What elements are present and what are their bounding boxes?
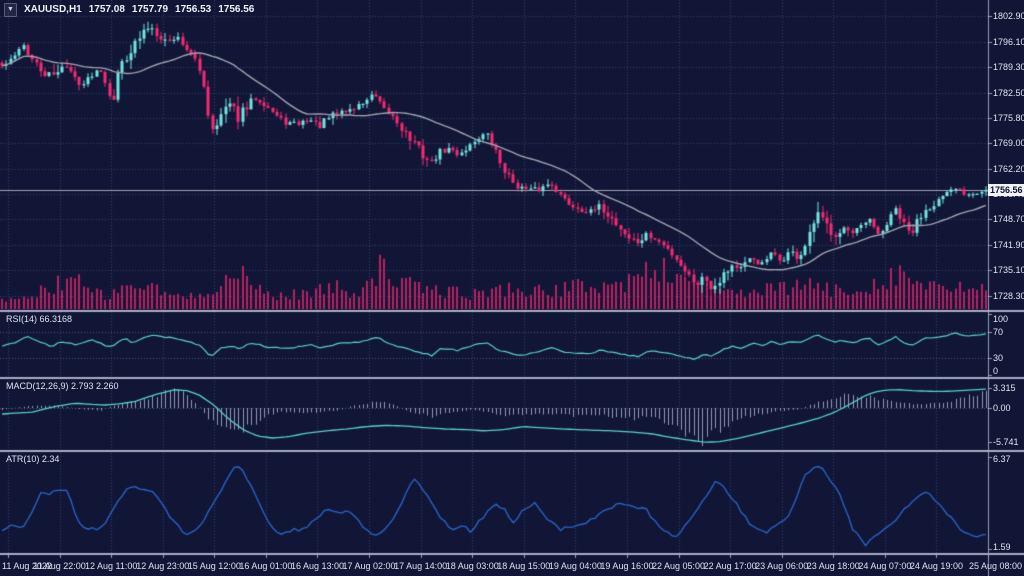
time-axis-label: 19 Aug 16:00 — [600, 561, 654, 571]
price-axis-label: 1728.30 — [993, 290, 1024, 301]
price-axis-label: 1762.20 — [993, 163, 1024, 174]
price-axis-label: 1748.70 — [993, 214, 1024, 225]
time-axis-label: 18 Aug 15:00 — [497, 561, 551, 571]
macd-scale-label: 3.315 — [993, 383, 1016, 394]
time-axis-label: 22 Aug 17:00 — [703, 561, 757, 571]
time-axis-label: 24 Aug 19:00 — [909, 561, 963, 571]
macd-scale-label: 0.00 — [993, 403, 1011, 413]
chevron-down-icon[interactable]: ▼ — [4, 3, 17, 17]
current-price-tag: 1756.56 — [988, 183, 1024, 196]
price-axis-label: 1769.00 — [993, 138, 1024, 149]
time-axis-label: 18 Aug 03:00 — [445, 561, 499, 571]
price-axis-label: 1796.10 — [993, 36, 1024, 47]
time-axis-label: 19 Aug 04:00 — [548, 561, 602, 571]
time-axis-label: 16 Aug 13:00 — [290, 561, 344, 571]
ohlc-high-value: 1757.79 — [131, 4, 169, 15]
price-axis-label: 1741.90 — [993, 239, 1024, 250]
time-axis-label: 23 Aug 06:00 — [755, 561, 809, 571]
time-axis-label: 17 Aug 14:00 — [394, 561, 448, 571]
time-axis-label: 11 Aug 22:00 — [33, 561, 86, 571]
time-axis-label: 25 Aug 08:00 — [968, 561, 1022, 571]
time-axis-label: 17 Aug 02:00 — [342, 561, 396, 571]
price-axis-label: 1735.10 — [993, 265, 1024, 276]
rsi-scale-label: 100 — [993, 314, 1009, 324]
symbol-timeframe-label: XAUUSD,H1 — [23, 4, 82, 15]
price-axis-label: 1789.30 — [993, 62, 1024, 73]
macd-indicator-label: MACD(12,26,9) 2.793 2.260 — [6, 381, 119, 391]
atr-scale-label: 1.59 — [993, 542, 1011, 552]
price-axis-label: 1775.80 — [993, 112, 1024, 123]
time-axis-label: 24 Aug 07:00 — [858, 561, 912, 571]
ohlc-open-value: 1757.08 — [88, 4, 125, 15]
macd-scale-label: -5.741 — [993, 437, 1019, 448]
atr-indicator-label: ATR(10) 2.34 — [6, 454, 60, 464]
rsi-scale-label: 0 — [993, 366, 999, 376]
time-axis-label: 22 Aug 05:00 — [652, 561, 706, 571]
chart-ohlc-header: ▼ XAUUSD,H1 1757.08 1757.79 1756.53 1756.56 — [4, 3, 261, 17]
ohlc-low-value: 1756.53 — [175, 4, 212, 15]
time-axis-label: 16 Aug 01:00 — [239, 561, 293, 571]
time-axis-label: 12 Aug 11:00 — [84, 561, 138, 571]
price-axis-label: 1802.90 — [993, 11, 1024, 21]
time-axis-label: 12 Aug 23:00 — [136, 561, 190, 571]
rsi-scale-label: 30 — [993, 352, 1004, 363]
price-axis-label: 1782.50 — [993, 87, 1024, 98]
atr-scale-label: 6.37 — [993, 454, 1011, 464]
time-axis-label: 15 Aug 12:00 — [187, 561, 241, 571]
rsi-indicator-label: RSI(14) 66.3168 — [6, 314, 73, 324]
time-axis-label: 11 Aug 2022 — [2, 561, 52, 571]
rsi-scale-label: 70 — [993, 326, 1004, 337]
time-axis-label: 23 Aug 18:00 — [806, 561, 860, 571]
ohlc-close-value: 1756.56 — [218, 4, 255, 15]
